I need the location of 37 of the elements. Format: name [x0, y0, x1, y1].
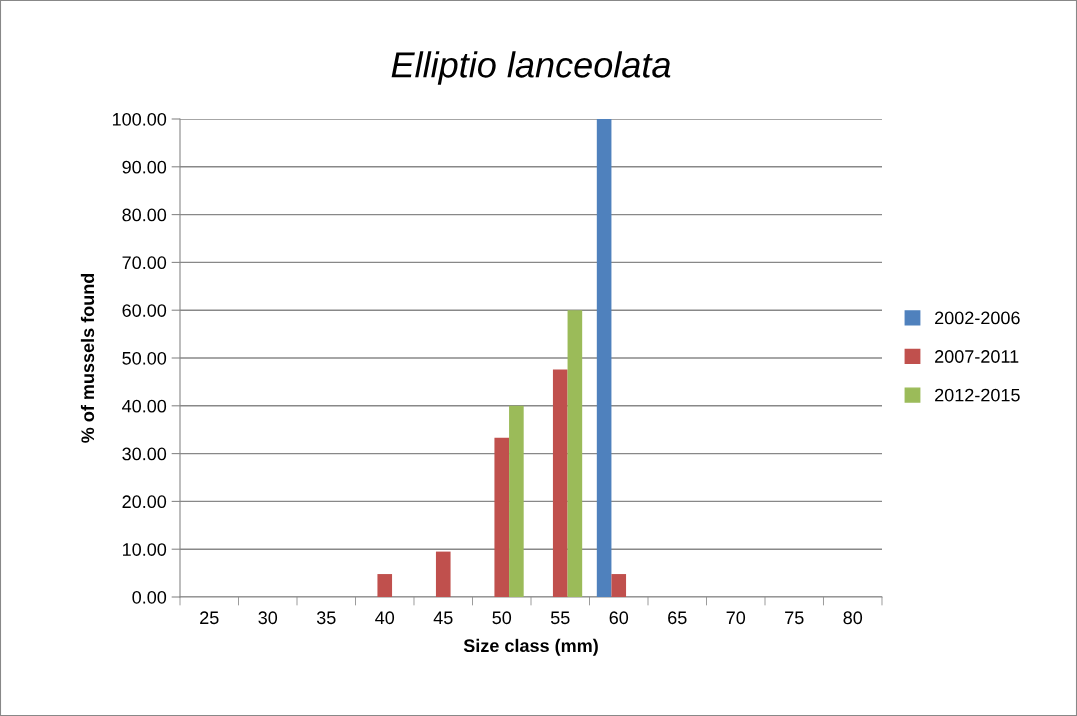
bar: [567, 310, 583, 597]
y-tick-label: 80.00: [122, 208, 167, 222]
bar: [377, 574, 393, 597]
y-tick-label: 40.00: [122, 399, 167, 413]
x-tick-label: 45: [433, 611, 453, 625]
x-axis-title: Size class (mm): [463, 638, 598, 656]
x-tick-label: 75: [785, 611, 804, 625]
y-tick-label: 0.00: [132, 590, 167, 604]
x-tick-label: 60: [609, 611, 629, 625]
chart-title: Elliptio lanceolata: [391, 51, 671, 85]
bar: [596, 119, 612, 597]
y-tick-label: 90.00: [122, 160, 167, 174]
bar: [611, 574, 627, 597]
y-tick-label: 100.00: [112, 112, 167, 126]
x-tick-label: 50: [492, 611, 512, 625]
y-tick-label: 30.00: [122, 447, 167, 461]
y-tick-label: 20.00: [122, 495, 167, 509]
legend-label: 2007-2011: [935, 350, 1019, 363]
y-axis-title: % of mussels found: [80, 273, 95, 443]
y-tick-label: 50.00: [122, 351, 167, 365]
y-tick-label: 70.00: [122, 256, 167, 270]
legend-label: 2012-2015: [935, 388, 1020, 402]
x-tick-label: 25: [200, 611, 219, 625]
bar: [509, 405, 524, 597]
bar: [494, 437, 510, 597]
x-tick-label: 55: [550, 611, 570, 625]
y-tick-label: 60.00: [122, 304, 167, 317]
legend-label: 2002-2006: [935, 311, 1020, 325]
x-tick-label: 35: [316, 611, 336, 625]
bar: [552, 369, 568, 597]
y-tick-label: 10.00: [123, 543, 167, 556]
x-tick-label: 70: [726, 611, 746, 625]
x-tick-label: 80: [843, 611, 863, 625]
x-tick-label: 40: [375, 611, 395, 625]
x-tick-label: 30: [258, 611, 278, 625]
x-tick-label: 65: [668, 611, 687, 625]
bar: [435, 551, 451, 597]
